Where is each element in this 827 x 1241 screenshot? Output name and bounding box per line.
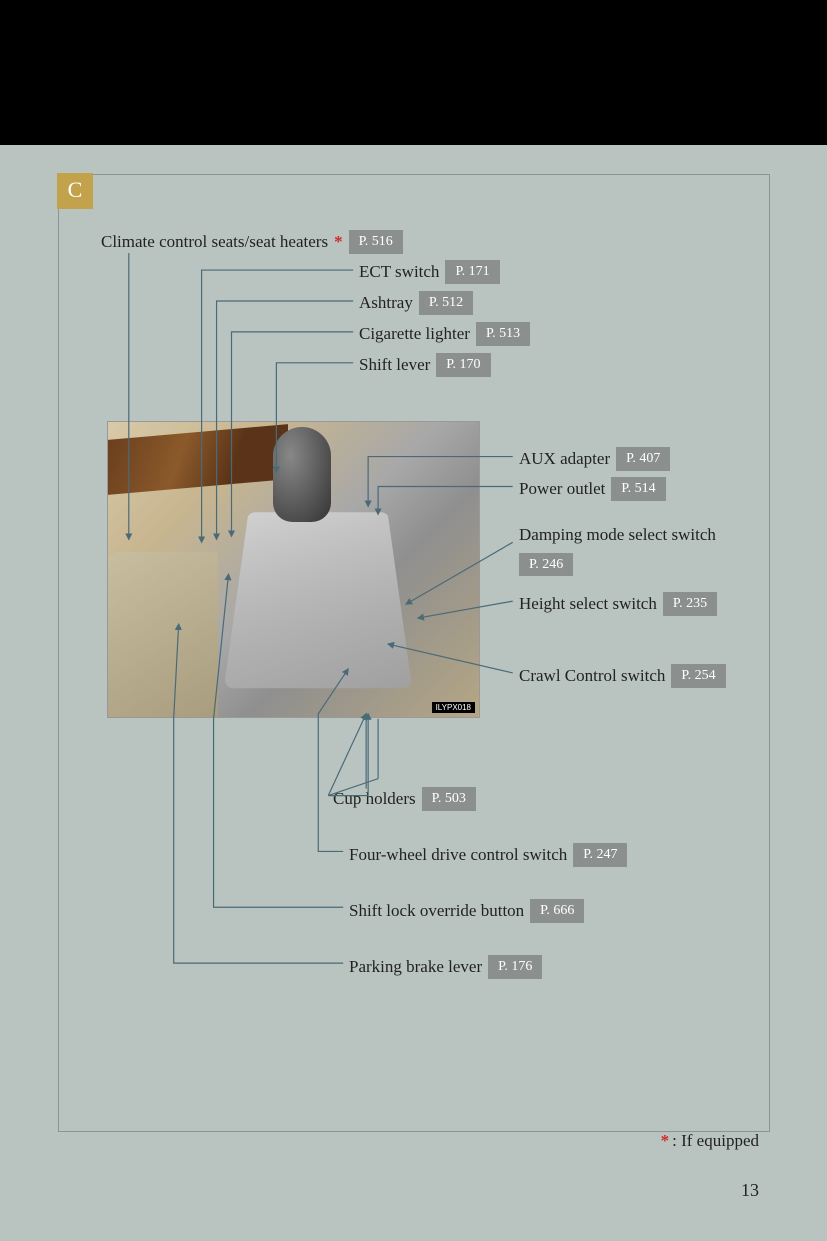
page-badge[interactable]: P. 503: [422, 787, 476, 811]
page-badge[interactable]: P. 514: [611, 477, 665, 501]
callout-ect: ECT switch P. 171: [359, 260, 500, 284]
footnote-text: : If equipped: [672, 1131, 759, 1150]
callout-label: Ashtray: [359, 291, 413, 315]
callout-damping: Damping mode select switch P. 246: [519, 523, 739, 576]
page-badge[interactable]: P. 516: [349, 230, 403, 254]
center-console-illustration: ILYPX018: [107, 421, 480, 718]
page-badge[interactable]: P. 246: [519, 553, 573, 577]
page-badge[interactable]: P. 235: [663, 592, 717, 616]
callout-label: Height select switch: [519, 592, 657, 616]
callout-label: Power outlet: [519, 477, 605, 501]
callout-label: AUX adapter: [519, 447, 610, 471]
callout-height: Height select switch P. 235: [519, 592, 739, 616]
callout-label: Shift lock override button: [349, 899, 524, 923]
diagram-area: ILYPX018 Climate control seats/seat heat…: [59, 175, 769, 1131]
callout-label: Shift lever: [359, 353, 430, 377]
header-black-bar: [0, 0, 827, 145]
callout-label: Parking brake lever: [349, 955, 482, 979]
callout-crawl: Crawl Control switch P. 254: [519, 664, 739, 688]
page-number: 13: [741, 1180, 759, 1201]
callout-label: ECT switch: [359, 260, 439, 284]
asterisk-icon: *: [334, 230, 343, 254]
image-code: ILYPX018: [432, 702, 475, 713]
callout-label: Four-wheel drive control switch: [349, 843, 567, 867]
callout-label: Damping mode select switch: [519, 523, 716, 547]
callout-label: Cigarette lighter: [359, 322, 470, 346]
callout-label: Crawl Control switch: [519, 664, 665, 688]
asterisk-icon: *: [661, 1131, 670, 1150]
callout-cup-holders: Cup holders P. 503: [333, 787, 476, 811]
page-badge[interactable]: P. 254: [671, 664, 725, 688]
callout-label: Climate control seats/seat heaters: [101, 230, 328, 254]
page-badge[interactable]: P. 170: [436, 353, 490, 377]
page-badge[interactable]: P. 171: [445, 260, 499, 284]
callout-power-outlet: Power outlet P. 514: [519, 477, 666, 501]
callout-label: Cup holders: [333, 787, 416, 811]
page-badge[interactable]: P. 512: [419, 291, 473, 315]
page-badge[interactable]: P. 247: [573, 843, 627, 867]
callout-4wd: Four-wheel drive control switch P. 247: [349, 843, 627, 867]
callout-climate: Climate control seats/seat heaters * P. …: [101, 230, 403, 254]
page-badge[interactable]: P. 407: [616, 447, 670, 471]
content-frame: C ILYPX018 Climate control seats/seat he…: [58, 174, 770, 1132]
footnote: *: If equipped: [661, 1131, 759, 1151]
callout-ashtray: Ashtray P. 512: [359, 291, 473, 315]
callout-cigarette: Cigarette lighter P. 513: [359, 322, 530, 346]
callout-shift-lock: Shift lock override button P. 666: [349, 899, 584, 923]
callout-aux: AUX adapter P. 407: [519, 447, 670, 471]
callout-parking-brake: Parking brake lever P. 176: [349, 955, 542, 979]
callout-shift-lever: Shift lever P. 170: [359, 353, 491, 377]
page-badge[interactable]: P. 513: [476, 322, 530, 346]
page-badge[interactable]: P. 176: [488, 955, 542, 979]
page-badge[interactable]: P. 666: [530, 899, 584, 923]
